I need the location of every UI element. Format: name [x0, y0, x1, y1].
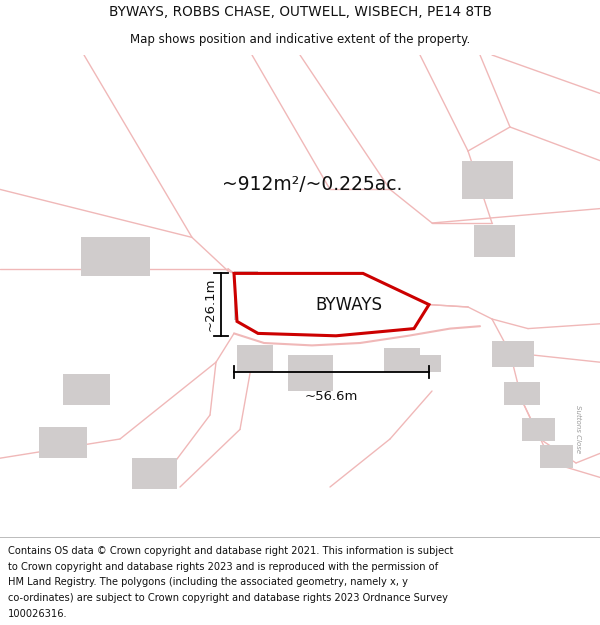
Bar [81, 238, 150, 276]
Text: Suttons Close: Suttons Close [575, 406, 581, 454]
Text: BYWAYS: BYWAYS [315, 296, 382, 314]
Text: BYWAYS, ROBBS CHASE, OUTWELL, WISBECH, PE14 8TB: BYWAYS, ROBBS CHASE, OUTWELL, WISBECH, P… [109, 5, 491, 19]
Bar [39, 427, 87, 458]
Bar [234, 271, 258, 290]
Text: ~56.6m: ~56.6m [305, 390, 358, 403]
Text: co-ordinates) are subject to Crown copyright and database rights 2023 Ordnance S: co-ordinates) are subject to Crown copyr… [8, 593, 448, 603]
Text: Map shows position and indicative extent of the property.: Map shows position and indicative extent… [130, 33, 470, 46]
Text: ~26.1m: ~26.1m [203, 278, 217, 331]
Bar [492, 341, 534, 367]
Bar [504, 382, 540, 406]
Bar [462, 161, 513, 199]
Bar [234, 291, 258, 320]
Bar [132, 458, 177, 489]
Bar [384, 348, 420, 372]
Text: ~912m²/~0.225ac.: ~912m²/~0.225ac. [222, 175, 402, 194]
Text: HM Land Registry. The polygons (including the associated geometry, namely x, y: HM Land Registry. The polygons (includin… [8, 578, 408, 587]
Text: to Crown copyright and database rights 2023 and is reproduced with the permissio: to Crown copyright and database rights 2… [8, 561, 438, 571]
Polygon shape [234, 273, 429, 336]
Bar [63, 374, 110, 406]
Bar [522, 418, 555, 441]
Bar [474, 226, 515, 257]
Text: 100026316.: 100026316. [8, 609, 67, 619]
Bar [417, 355, 441, 372]
Bar [288, 355, 333, 391]
Text: Contains OS data © Crown copyright and database right 2021. This information is : Contains OS data © Crown copyright and d… [8, 546, 453, 556]
Bar [237, 346, 273, 372]
Bar [540, 445, 573, 468]
